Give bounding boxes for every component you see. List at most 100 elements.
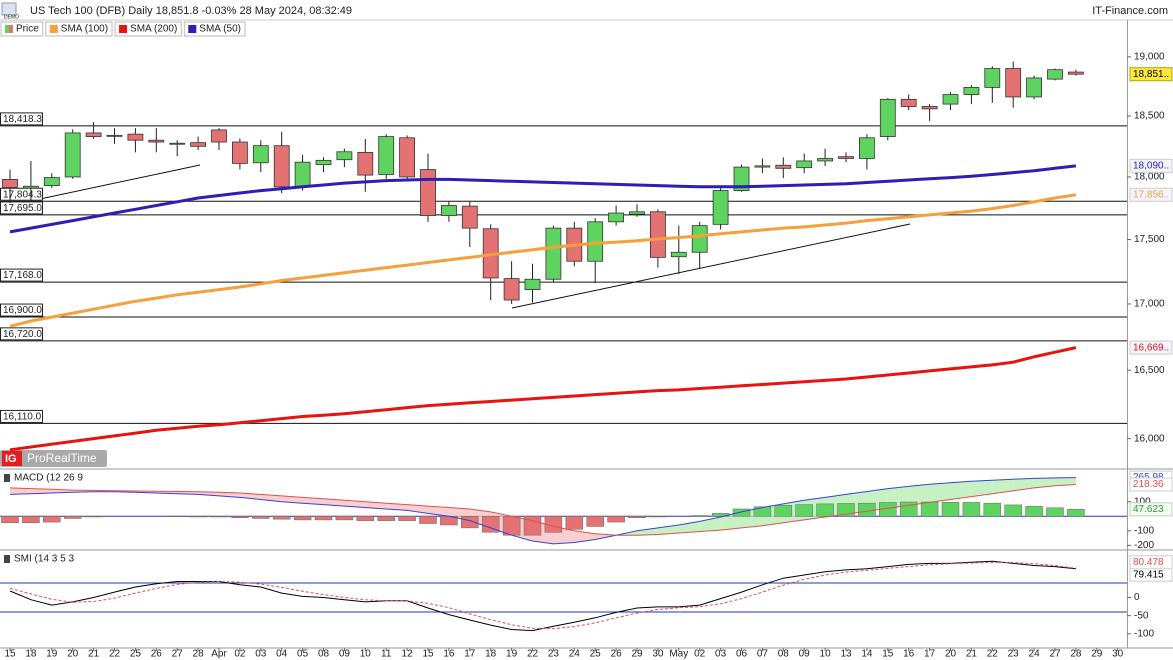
level-label-bg [0, 112, 43, 126]
histogram-bar [732, 508, 751, 517]
y-tick-label: 16,500 [1134, 365, 1165, 376]
histogram-bar [252, 516, 270, 519]
x-tick-label: 22 [987, 649, 999, 660]
x-tick-label: 08 [778, 649, 790, 660]
legend-swatch [5, 25, 9, 33]
level-label-bg [0, 268, 43, 282]
x-tick-label: 28 [1070, 649, 1082, 660]
candle-body [1068, 71, 1084, 75]
x-tick-label: 29 [1091, 649, 1103, 660]
value-tag: 79.415 [1133, 569, 1164, 580]
logo: IG [5, 453, 17, 465]
histogram-bar [649, 516, 667, 518]
x-tick-label: 21 [88, 649, 100, 660]
candle-body [148, 139, 165, 143]
candle-body [859, 137, 875, 159]
watermark: ProRealTime [27, 451, 97, 465]
x-tick-label: 21 [966, 649, 978, 660]
histogram-bar [628, 516, 646, 518]
value-tag: 18,851.. [1133, 69, 1169, 80]
histogram-bar [795, 504, 813, 517]
histogram-bar [335, 516, 354, 521]
x-tick-label: 04 [276, 649, 288, 660]
legend-label: SMA (100) [61, 24, 108, 35]
trend-line [511, 223, 911, 309]
candle-body [942, 94, 959, 105]
candle-body [524, 278, 541, 291]
badge: DEMO [4, 14, 19, 20]
macd-fill [10, 487, 31, 495]
x-tick-label: 17 [924, 649, 936, 660]
candle-body [879, 98, 896, 137]
series-line [9, 477, 1076, 545]
y-tick-label: -200 [1134, 540, 1154, 551]
level-label: 16,110.0 [3, 412, 42, 423]
value-tag: 47.623 [1133, 504, 1164, 515]
candle-body [712, 190, 729, 225]
x-tick-label: 19 [506, 649, 518, 660]
panel-title: SMI (14 3 5 3 [14, 554, 74, 565]
value-tag: 218.36 [1133, 479, 1164, 490]
candle-body [336, 151, 353, 161]
histogram-bar [356, 516, 375, 521]
histogram-bar [1067, 509, 1085, 517]
panel-icon [4, 555, 10, 563]
level-label-bg [0, 327, 43, 341]
candle-body [900, 98, 917, 107]
x-tick-label: 10 [360, 649, 372, 660]
value-tag: 16,669.. [1133, 342, 1169, 353]
candle-body [963, 87, 980, 95]
x-tick-label: 15 [422, 649, 434, 660]
candle-body [1047, 69, 1063, 80]
legend-swatch [119, 25, 128, 33]
candle-body [399, 137, 416, 178]
macd-fill [386, 503, 408, 511]
candle-body [127, 133, 144, 141]
value-tag-bg [1129, 340, 1173, 355]
y-tick-label: -100 [1134, 525, 1154, 536]
x-tick-label: Apr [211, 649, 227, 660]
x-tick-label: 20 [67, 649, 79, 660]
candle-body [22, 185, 39, 189]
y-tick-label: 17,000 [1134, 299, 1165, 310]
histogram-bar [22, 516, 40, 524]
y-tick-label: 17,500 [1134, 234, 1165, 245]
histogram-bar [1046, 507, 1064, 517]
macd-fill [950, 481, 972, 500]
macd-fill [971, 480, 993, 497]
candle-body [984, 68, 1001, 88]
x-tick-label: 12 [402, 649, 414, 660]
x-tick-label: 24 [569, 649, 581, 660]
candle-body [357, 151, 374, 176]
x-tick-label: 14 [861, 649, 873, 660]
macd-fill [992, 479, 1014, 494]
candle-body [461, 205, 478, 229]
y-tick-label: 18,000 [1134, 172, 1165, 183]
y-tick-label: 16,000 [1134, 433, 1165, 444]
legend-box [183, 21, 246, 37]
x-tick-label: 22 [527, 649, 539, 660]
histogram-bar [1004, 504, 1022, 517]
value-tag-bg [1129, 477, 1173, 492]
level-label-bg [0, 409, 43, 423]
histogram-bar [523, 516, 542, 536]
chart-title: US Tech 100 (DFB) Daily 18,851.8 -0.03% … [30, 5, 352, 17]
x-tick-label: 19 [46, 649, 58, 660]
candle-body [775, 164, 792, 169]
x-tick-label: 13 [840, 649, 852, 660]
histogram-bar [1, 516, 19, 524]
macd-fill [637, 527, 658, 536]
y-tick-label: -100 [1134, 628, 1154, 639]
value-tag-bg [1129, 158, 1173, 173]
histogram-bar [586, 516, 604, 527]
macd-fill [574, 530, 596, 543]
y-tick-label: 100 [1134, 496, 1151, 507]
candle-body [796, 160, 813, 169]
x-tick-label: 28 [193, 649, 205, 660]
histogram-bar [293, 516, 312, 521]
histogram-bar [502, 516, 521, 536]
x-tick-label: 10 [820, 649, 832, 660]
histogram-bar [419, 516, 437, 524]
